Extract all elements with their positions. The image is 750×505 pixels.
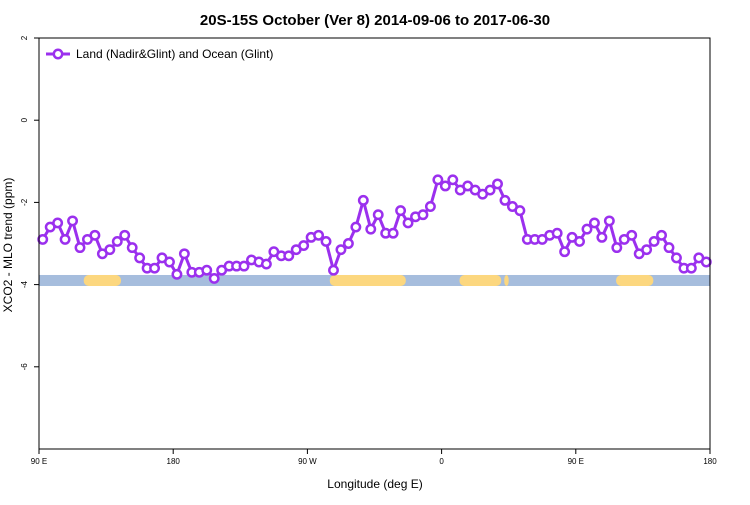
data-point	[611, 242, 623, 254]
x-tick-label: 180	[703, 457, 717, 466]
y-tick-label: -4	[20, 280, 29, 288]
data-point	[424, 201, 436, 212]
x-axis-ticks: 90 E 180 90 W 0 90 E 180	[31, 449, 717, 466]
data-point	[320, 235, 332, 247]
data-point	[641, 244, 653, 256]
data-point	[514, 205, 526, 217]
data-point	[432, 174, 444, 186]
data-point	[365, 223, 377, 235]
surface-bar-land-segment	[83, 274, 122, 286]
data-point	[603, 215, 615, 227]
data-point	[126, 242, 138, 254]
y-axis-ticks: 2 0 -2 -4 -6	[20, 35, 39, 370]
data-point	[372, 209, 384, 221]
y-tick-label: 2	[20, 35, 29, 40]
data-point	[74, 242, 86, 254]
data-point	[551, 227, 563, 239]
y-tick-label: -6	[20, 363, 29, 371]
data-point	[283, 250, 295, 262]
data-point	[395, 205, 407, 217]
legend: Land (Nadir&Glint) and Ocean (Glint)	[46, 47, 273, 61]
y-axis-label: XCO2 - MLO trend (ppm)	[1, 178, 15, 313]
surface-bar-land-segment	[459, 274, 502, 286]
data-point	[574, 235, 585, 247]
data-point	[447, 174, 459, 186]
data-point	[648, 235, 660, 247]
data-point	[588, 217, 600, 229]
data-point	[89, 229, 101, 241]
data-point	[342, 238, 354, 249]
data-point	[178, 248, 190, 260]
surface-bar-land-segment	[329, 274, 406, 286]
legend-entry-label: Land (Nadir&Glint) and Ocean (Glint)	[76, 47, 273, 61]
data-point	[119, 229, 131, 241]
data-point	[499, 194, 511, 206]
data-point	[350, 221, 362, 233]
x-axis-label: Longitude (deg E)	[327, 477, 422, 491]
data-point	[134, 252, 146, 264]
data-point	[164, 256, 175, 268]
data-point	[52, 217, 64, 229]
data-point	[260, 258, 272, 270]
data-point	[104, 244, 116, 256]
data-point	[387, 227, 399, 239]
data-point	[685, 262, 697, 274]
data-point	[663, 242, 675, 254]
data-point	[149, 262, 161, 274]
data-point	[335, 244, 347, 256]
y-tick-label: -2	[20, 198, 29, 206]
x-tick-label: 90 E	[31, 457, 47, 466]
y-tick-label: 0	[20, 117, 29, 122]
x-tick-label: 0	[439, 457, 444, 466]
data-point	[417, 209, 429, 221]
data-point	[596, 231, 608, 243]
data-point	[559, 246, 571, 258]
data-point	[201, 264, 213, 276]
chart-title: 20S-15S October (Ver 8) 2014-09-06 to 20…	[200, 12, 550, 29]
x-tick-label: 90 E	[568, 457, 584, 466]
x-tick-label: 90 W	[298, 457, 317, 466]
data-point	[238, 260, 250, 272]
data-point	[357, 194, 369, 206]
data-point	[656, 229, 667, 241]
data-point	[37, 233, 49, 245]
data-point	[328, 264, 339, 276]
data-point	[671, 252, 682, 264]
data-point	[581, 223, 593, 235]
surface-bar-land-segment	[504, 274, 509, 286]
surface-type-bar	[39, 274, 710, 286]
data-point	[313, 229, 325, 241]
data-point	[298, 240, 310, 252]
x-tick-label: 180	[167, 457, 181, 466]
legend-marker-symbol	[52, 48, 64, 60]
data-point	[111, 235, 123, 247]
data-point	[626, 229, 638, 241]
data-point	[700, 256, 712, 268]
data-point	[492, 178, 503, 190]
data-point	[59, 233, 71, 245]
data-point	[484, 184, 496, 196]
surface-bar-land-segment	[616, 274, 654, 286]
data-point	[439, 180, 451, 192]
data-series	[37, 174, 712, 284]
data-point	[402, 217, 414, 229]
data-point	[67, 215, 79, 227]
plot-frame	[38, 37, 711, 450]
data-point	[208, 272, 220, 284]
data-point	[171, 268, 183, 280]
